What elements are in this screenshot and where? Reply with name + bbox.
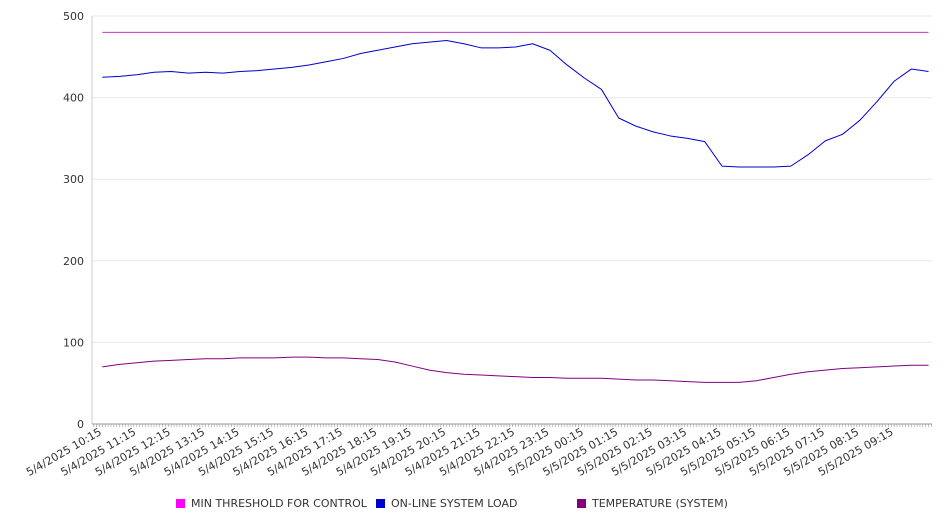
y-tick-label: 200	[63, 255, 84, 268]
legend-swatch	[376, 499, 385, 508]
legend-swatch	[577, 499, 586, 508]
legend: MIN THRESHOLD FOR CONTROL ON-LINE SYSTEM …	[0, 497, 946, 515]
series-line-2	[102, 356, 929, 383]
legend-item[interactable]: TEMPERATURE (SYSTEM)	[577, 497, 728, 510]
x-tick-labels: 5/4/2025 10:155/4/2025 11:155/4/2025 12:…	[24, 425, 896, 479]
legend-label: ON-LINE SYSTEM LOAD	[391, 497, 518, 510]
grid-lines	[92, 15, 932, 343]
series-line-1	[102, 39, 929, 168]
legend-item[interactable]: ON-LINE SYSTEM LOAD	[376, 497, 517, 510]
legend-label: TEMPERATURE (SYSTEM)	[592, 497, 728, 510]
legend-label: MIN THRESHOLD FOR CONTROL	[191, 497, 367, 510]
axes	[91, 16, 932, 427]
legend-swatch	[176, 499, 185, 508]
y-tick-label: 400	[63, 92, 84, 105]
y-tick-label: 500	[63, 10, 84, 23]
series-lines	[102, 31, 929, 383]
y-tick-labels: 0 100 200 300 400 500	[63, 10, 84, 431]
y-tick-label: 0	[77, 418, 84, 431]
legend-item[interactable]: MIN THRESHOLD FOR CONTROL	[176, 497, 367, 510]
y-tick-label: 300	[63, 173, 84, 186]
y-tick-label: 100	[63, 336, 84, 349]
